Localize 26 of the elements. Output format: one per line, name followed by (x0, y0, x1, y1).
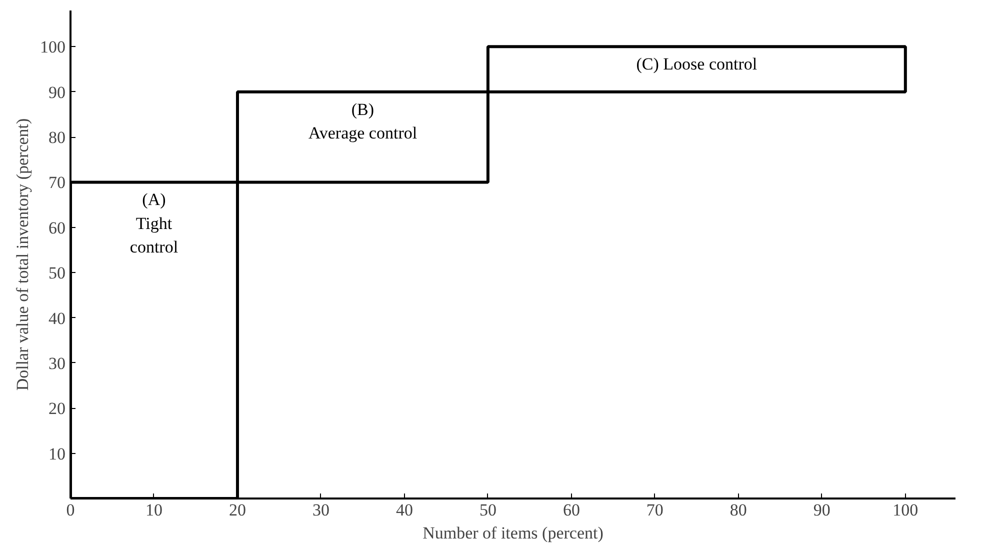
y-tick-label: 100 (40, 38, 66, 57)
x-tick-label: 50 (479, 500, 496, 520)
y-tick-label: 30 (48, 354, 66, 373)
x-tick-label: 60 (562, 500, 580, 520)
y-tick-label: 50 (48, 264, 66, 283)
y-tick-label: 70 (48, 173, 66, 192)
annotation: (A) Tight control (130, 190, 178, 257)
x-tick-label: 90 (813, 500, 830, 520)
y-tick-label: 40 (48, 308, 66, 328)
y-tick-label: 10 (48, 444, 66, 464)
x-tick-label: 30 (312, 500, 330, 520)
x-tick-label: 10 (145, 500, 162, 520)
x-tick-label: 70 (646, 500, 664, 520)
x-tick-label: 40 (396, 500, 413, 520)
x-axis-title: Number of items (percent) (422, 524, 604, 542)
annotation: (B) Average control (308, 100, 418, 143)
y-tick-label: 60 (48, 218, 66, 238)
x-tick-label: 80 (730, 500, 747, 520)
annotation: (C) Loose control (636, 54, 758, 74)
y-tick-label: 90 (48, 82, 66, 102)
y-tick-label: 20 (48, 399, 66, 418)
x-tick-label: 20 (228, 500, 246, 520)
x-tick-label: 100 (892, 500, 918, 520)
y-axis-title: Dollar value of total inventory (percent) (13, 118, 32, 391)
x-tick-label: 0 (66, 500, 75, 520)
y-tick-label: 80 (48, 128, 66, 148)
